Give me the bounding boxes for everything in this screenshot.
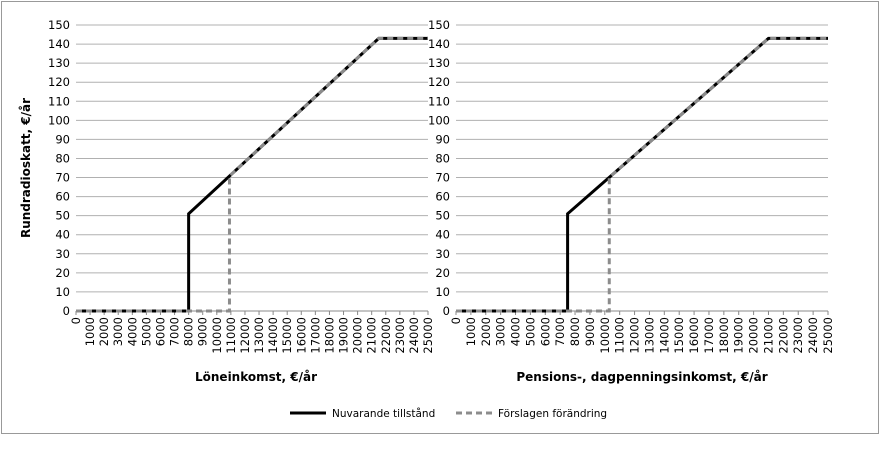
y-tick-label: 120 [428, 75, 450, 89]
y-tick-label: 30 [435, 247, 450, 261]
x-tick-label: 24000 [407, 317, 421, 354]
y-tick-label: 50 [55, 209, 70, 223]
x-tick-label: 11000 [613, 317, 627, 354]
x-tick-label: 15000 [672, 317, 686, 354]
y-tick-label: 90 [435, 132, 450, 146]
x-tick-label: 20000 [747, 317, 761, 354]
x-tick-label: 0 [69, 317, 83, 324]
y-tick-label: 130 [428, 56, 450, 70]
x-tick-label: 2000 [479, 317, 493, 346]
y-tick-label: 70 [55, 171, 70, 185]
x-tick-label: 23000 [791, 317, 805, 354]
y-tick-label: 60 [55, 190, 70, 204]
x-tick-label: 8000 [568, 317, 582, 346]
x-tick-label: 3000 [111, 317, 125, 346]
y-tick-label: 150 [48, 18, 70, 32]
x-tick-label: 18000 [322, 317, 336, 354]
x-tick-label: 16000 [687, 317, 701, 354]
y-tick-label: 140 [48, 37, 70, 51]
x-tick-label: 3000 [494, 317, 508, 346]
x-tick-label: 4000 [509, 317, 523, 346]
x-tick-label: 21000 [761, 317, 775, 354]
y-tick-label: 40 [55, 228, 70, 242]
x-tick-label: 25000 [821, 317, 835, 354]
y-tick-label: 40 [435, 228, 450, 242]
x-tick-label: 9000 [196, 317, 210, 346]
y-tick-label: 80 [55, 151, 70, 165]
y-tick-label: 100 [48, 113, 70, 127]
x-tick-label: 10000 [598, 317, 612, 354]
x-tick-label: 17000 [308, 317, 322, 354]
series-line: Förslagen förändring [456, 36, 828, 313]
y-tick-label: 120 [48, 75, 70, 89]
x-tick-label: 17000 [702, 317, 716, 354]
x-tick-label: 5000 [523, 317, 537, 346]
x-tick-label: 2000 [97, 317, 111, 346]
x-tick-label: 11000 [224, 317, 238, 354]
x-tick-label: 16000 [294, 317, 308, 354]
x-tick-label: 9000 [583, 317, 597, 346]
y-axis-title: Rundradioskatt, €/år [19, 98, 33, 238]
y-tick-label: 90 [55, 132, 70, 146]
y-tick-label: 110 [48, 94, 70, 108]
x-tick-label: 6000 [153, 317, 167, 346]
x-tick-label: 25000 [421, 317, 435, 354]
x-tick-label: 10000 [210, 317, 224, 354]
series-line: Förslagen förändring [76, 36, 428, 313]
x-tick-label: 8000 [182, 317, 196, 346]
x-tick-label: 14000 [657, 317, 671, 354]
x-tick-label: 20000 [351, 317, 365, 354]
y-tick-label: 20 [55, 266, 70, 280]
x-tick-label: 13000 [252, 317, 266, 354]
x-tick-label: 15000 [280, 317, 294, 354]
y-tick-label: 80 [435, 151, 450, 165]
x-axis-title: Löneinkomst, €/år [195, 370, 317, 384]
frame [1, 1, 879, 434]
x-tick-label: 7000 [553, 317, 567, 346]
x-tick-label: 18000 [717, 317, 731, 354]
y-tick-label: 30 [55, 247, 70, 261]
x-tick-label: 13000 [642, 317, 656, 354]
y-tick-label: 0 [63, 304, 70, 318]
x-tick-label: 12000 [238, 317, 252, 354]
x-tick-label: 21000 [365, 317, 379, 354]
x-tick-label: 4000 [125, 317, 139, 346]
x-tick-label: 22000 [776, 317, 790, 354]
x-tick-label: 1000 [464, 317, 478, 346]
legend-label: Nuvarande tillstånd [332, 407, 435, 420]
y-tick-label: 110 [428, 94, 450, 108]
y-tick-label: 140 [428, 37, 450, 51]
x-tick-label: 0 [449, 317, 463, 324]
y-tick-label: 10 [55, 285, 70, 299]
y-tick-label: 130 [48, 56, 70, 70]
y-tick-label: 70 [435, 171, 450, 185]
x-tick-label: 19000 [732, 317, 746, 354]
y-tick-label: 0 [443, 304, 450, 318]
x-tick-label: 19000 [337, 317, 351, 354]
x-tick-label: 23000 [393, 317, 407, 354]
y-tick-label: 10 [435, 285, 450, 299]
x-tick-label: 14000 [266, 317, 280, 354]
x-tick-label: 6000 [538, 317, 552, 346]
y-tick-label: 100 [428, 113, 450, 127]
legend-label: Förslagen förändring [498, 408, 607, 420]
y-tick-label: 20 [435, 266, 450, 280]
y-tick-label: 60 [435, 190, 450, 204]
x-tick-label: 12000 [628, 317, 642, 354]
x-tick-label: 24000 [806, 317, 820, 354]
x-tick-label: 22000 [379, 317, 393, 354]
x-tick-label: 7000 [168, 317, 182, 346]
x-axis-title: Pensions-, dagpenningsinkomst, €/år [516, 370, 767, 384]
x-tick-label: 5000 [139, 317, 153, 346]
x-tick-label: 1000 [83, 317, 97, 346]
y-tick-label: 50 [435, 209, 450, 223]
y-tick-label: 150 [428, 18, 450, 32]
